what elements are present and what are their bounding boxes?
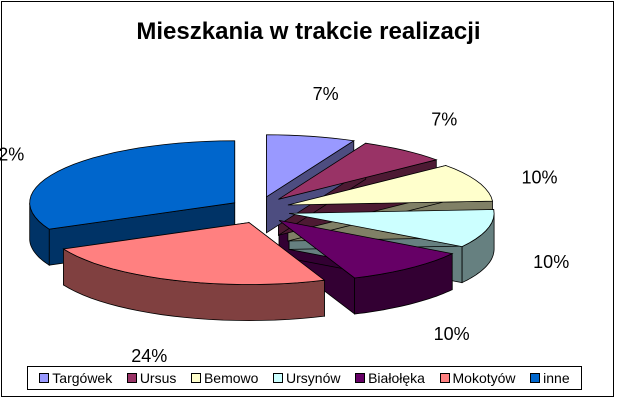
legend-label: Ursynów — [286, 370, 341, 386]
data-label-inne: 32% — [0, 144, 24, 164]
data-label-bemowo: 10% — [521, 167, 557, 187]
data-label-mokotyow: 24% — [131, 346, 167, 366]
legend-label: Bemowo — [203, 370, 259, 386]
data-label-bialoleka: 10% — [434, 324, 470, 344]
data-label-ursus: 7% — [431, 109, 457, 129]
legend-item-ursynow: Ursynów — [273, 370, 341, 386]
legend-label: Mokotyów — [452, 370, 516, 386]
slice-ursynow — [289, 209, 495, 248]
legend-swatch-mokotyow — [439, 373, 450, 383]
legend-swatch-ursynow — [273, 373, 284, 383]
slice-inne — [29, 140, 236, 230]
legend-swatch-targowek — [39, 373, 50, 383]
slice-bemowo — [287, 165, 494, 206]
legend-item-bialoleka: Białołęka — [355, 370, 425, 386]
data-label-ursynow: 10% — [533, 252, 569, 272]
slice-mokotyow — [62, 222, 326, 285]
legend-swatch-bemowo — [190, 373, 201, 383]
slice-ursus — [278, 142, 438, 200]
chart-legend: Targówek Ursus Bemowo Ursynów Białołęka Mokot… — [27, 366, 582, 390]
legend-swatch-ursus — [126, 373, 137, 383]
legend-item-targowek: Targówek — [39, 370, 112, 386]
slice-bialoleka — [278, 220, 454, 279]
legend-item-bemowo: Bemowo — [190, 370, 259, 386]
legend-swatch-bialoleka — [355, 373, 366, 383]
legend-label: inne — [543, 370, 570, 386]
data-label-targowek: 7% — [313, 84, 339, 104]
chart-title: Mieszkania w trakcie realizacji — [136, 18, 481, 45]
legend-item-inne: inne — [530, 370, 570, 386]
slice-targowek — [266, 134, 355, 198]
legend-swatch-inne — [530, 373, 541, 383]
legend-label: Białołęka — [368, 370, 425, 386]
legend-item-ursus: Ursus — [126, 370, 177, 386]
legend-label: Ursus — [139, 370, 177, 386]
legend-item-mokotyow: Mokotyów — [439, 370, 516, 386]
legend-label: Targówek — [52, 370, 113, 386]
